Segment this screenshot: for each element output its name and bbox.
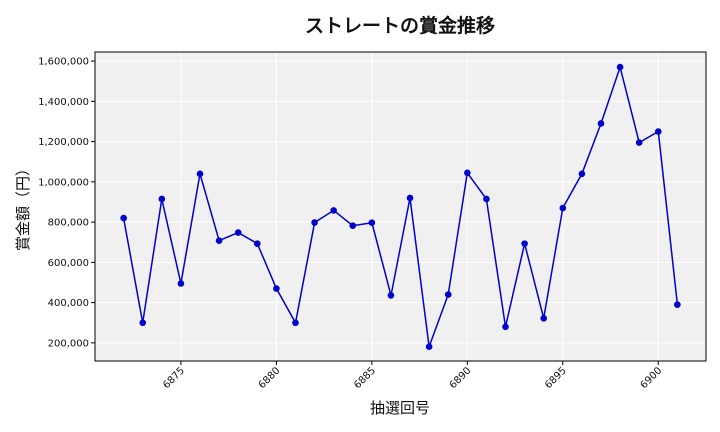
x-axis-label: 抽選回号 [370, 399, 430, 417]
plot-frame [94, 51, 707, 362]
series-line [122, 64, 679, 347]
chart-title: ストレートの賞金推移 [305, 14, 495, 37]
data-point [406, 194, 414, 202]
data-point [540, 315, 548, 322]
grid [95, 52, 706, 361]
y-axis-label: 賞金額（円） [14, 161, 32, 251]
y-tick-label: 200,000 [48, 338, 89, 349]
data-point [120, 214, 127, 222]
data-point [368, 219, 376, 227]
data-point [483, 195, 490, 203]
data-point [444, 291, 452, 298]
data-point [177, 280, 185, 287]
x-tick-label: 6875 [161, 365, 187, 391]
x-tick-label: 6890 [448, 365, 474, 391]
data-point [425, 343, 433, 351]
data-point [292, 319, 299, 327]
data-point [635, 139, 643, 146]
x-tick-label: 6880 [257, 365, 283, 391]
data-point [559, 204, 567, 212]
data-point [464, 169, 471, 177]
data-point [502, 323, 509, 331]
data-point [654, 128, 662, 135]
data-point [215, 237, 223, 244]
x-tick-label: 6900 [639, 365, 665, 391]
y-tick-label: 1,000,000 [38, 177, 89, 188]
data-point [139, 319, 147, 327]
y-tick-label: 1,200,000 [38, 137, 89, 148]
x-tick-label: 6895 [543, 365, 569, 391]
data-point [521, 240, 528, 247]
data-point [330, 207, 337, 214]
data-point [311, 219, 318, 226]
y-tick-label: 600,000 [48, 258, 89, 269]
data-point [253, 240, 261, 247]
y-tick-label: 1,600,000 [38, 57, 89, 68]
data-point [158, 195, 166, 203]
data-point [349, 222, 357, 230]
series-group [120, 63, 681, 351]
x-tick-label: 6885 [352, 365, 378, 391]
plot-area [95, 52, 706, 361]
data-point [387, 292, 395, 299]
data-point [234, 229, 242, 236]
data-point [196, 170, 204, 178]
data-point [273, 285, 280, 292]
y-tick-label: 800,000 [48, 218, 89, 229]
data-point [597, 120, 605, 127]
y-tick-label: 1,400,000 [38, 97, 89, 108]
data-point [616, 63, 624, 71]
y-tick-label: 400,000 [48, 298, 89, 309]
data-point [674, 301, 681, 308]
data-point [578, 170, 586, 178]
